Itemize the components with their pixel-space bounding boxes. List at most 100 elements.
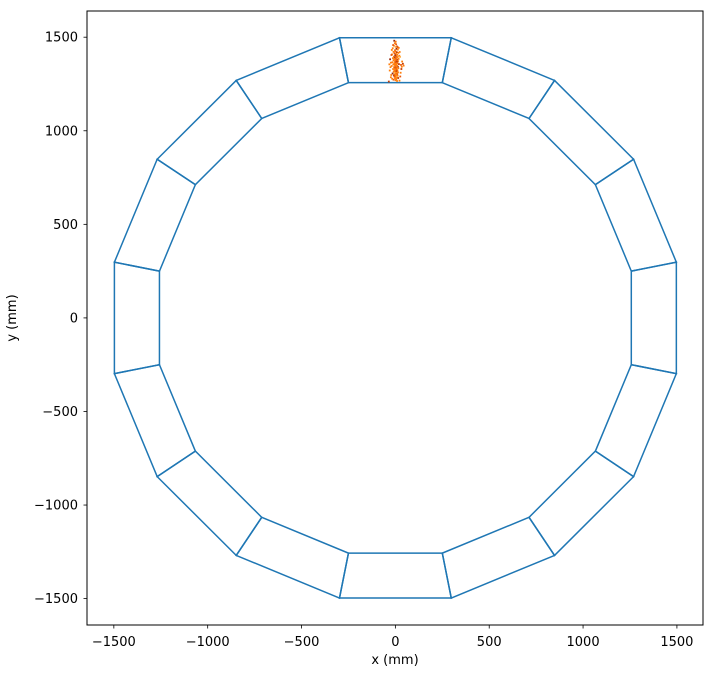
scatter-point	[395, 66, 398, 69]
scatter-point	[395, 68, 398, 71]
x-tick-label: −1500	[92, 635, 136, 650]
scatter-point	[388, 69, 391, 72]
scatter-point	[400, 64, 402, 66]
scatter-point	[394, 58, 397, 61]
scatter-point	[392, 59, 395, 62]
y-tick-label: −500	[42, 405, 78, 420]
scatter-point	[393, 58, 396, 61]
scatter-point	[400, 65, 403, 68]
scatter-point	[392, 78, 395, 81]
scatter-point	[392, 50, 395, 53]
scatter-point	[395, 51, 398, 54]
scatter-point	[395, 55, 398, 58]
scatter-point	[401, 62, 404, 65]
scatter-point	[395, 59, 398, 62]
scatter-point	[396, 80, 398, 82]
scatter-point	[390, 54, 393, 56]
scatter-point	[397, 71, 399, 74]
scatter-point	[395, 75, 398, 78]
plot-border	[86, 10, 704, 626]
scatter-point	[397, 60, 399, 63]
scatter-point	[395, 56, 398, 59]
scatter-point	[394, 61, 397, 63]
axes-background	[87, 11, 703, 625]
y-tick-label: 1000	[45, 124, 78, 139]
y-tick-label: −1000	[34, 499, 78, 514]
scatter-point	[393, 75, 396, 78]
ring-segments	[113, 36, 678, 600]
scatter-point	[396, 69, 399, 72]
x-tick-label: 500	[477, 635, 502, 650]
y-tick-label: 0	[70, 311, 78, 326]
scatter-point	[393, 42, 396, 45]
scatter-point	[395, 74, 398, 76]
scatter-point	[394, 50, 397, 53]
x-axis: −1500 −1000 −500 0 500 1000 1500	[92, 625, 693, 650]
scatter-point	[399, 75, 402, 78]
scatter-point	[389, 61, 392, 64]
scatter-point	[394, 71, 397, 73]
scatter-point	[394, 57, 397, 60]
scatter-point	[397, 58, 400, 60]
scatter-point	[395, 52, 397, 55]
scatter-point	[394, 69, 397, 72]
scatter-point	[394, 75, 397, 78]
scatter-point	[398, 54, 401, 57]
scatter-point	[394, 63, 397, 65]
scatter-point	[393, 71, 396, 74]
scatter-point	[396, 74, 399, 77]
x-tick-label: 0	[391, 635, 399, 650]
scatter-point	[399, 71, 402, 74]
y-tick-label: 500	[53, 218, 78, 233]
y-axis: −1500 −1000 −500 0 500 1000 1500	[34, 31, 87, 607]
scatter-point	[394, 73, 396, 76]
x-tick-label: 1500	[660, 635, 693, 650]
scatter-point	[392, 70, 395, 73]
scatter-point	[396, 64, 398, 67]
y-tick-label: −1500	[34, 592, 78, 607]
scatter-point	[393, 63, 396, 66]
scatter-point	[392, 74, 395, 77]
scatter-point	[391, 47, 394, 50]
scatter-point	[398, 79, 401, 82]
scatter-point	[395, 62, 398, 65]
scatter-point	[402, 64, 405, 67]
scatter-point	[390, 49, 393, 51]
scatter-point	[396, 59, 399, 61]
scatter-point	[395, 61, 398, 63]
scatter-point	[398, 63, 400, 66]
scatter-point	[395, 65, 398, 68]
scatter-point	[392, 63, 395, 66]
scatter-point	[393, 62, 396, 65]
scatter-point	[390, 74, 393, 76]
scatter-point	[395, 72, 398, 75]
ring-segment	[441, 36, 556, 120]
y-axis-title: y (mm)	[5, 294, 20, 341]
x-tick-label: 1000	[567, 635, 600, 650]
scatter-point	[395, 70, 398, 73]
scatter-point	[393, 39, 396, 42]
x-tick-label: −1000	[186, 635, 230, 650]
scatter-point	[398, 51, 401, 53]
scatter-point	[394, 49, 396, 52]
scatter-point	[401, 60, 404, 63]
scatter-point	[389, 58, 392, 61]
scatter-point	[394, 46, 397, 48]
scatter-point	[396, 62, 399, 64]
scatter-point	[392, 44, 395, 46]
scatter-point	[389, 76, 392, 79]
scatter-point	[397, 77, 400, 79]
scatter-point	[395, 78, 398, 81]
scatter-point	[394, 77, 396, 80]
scatter-point	[394, 68, 397, 71]
scatter-point	[397, 46, 400, 49]
scatter-point	[389, 66, 392, 69]
scatter-point	[391, 72, 394, 75]
scatter-point	[388, 63, 391, 66]
scatter-point	[396, 53, 399, 56]
scatter-point	[396, 46, 399, 49]
scatter-point	[391, 61, 394, 64]
scatter-point	[397, 67, 400, 70]
scatter-point	[394, 54, 397, 57]
